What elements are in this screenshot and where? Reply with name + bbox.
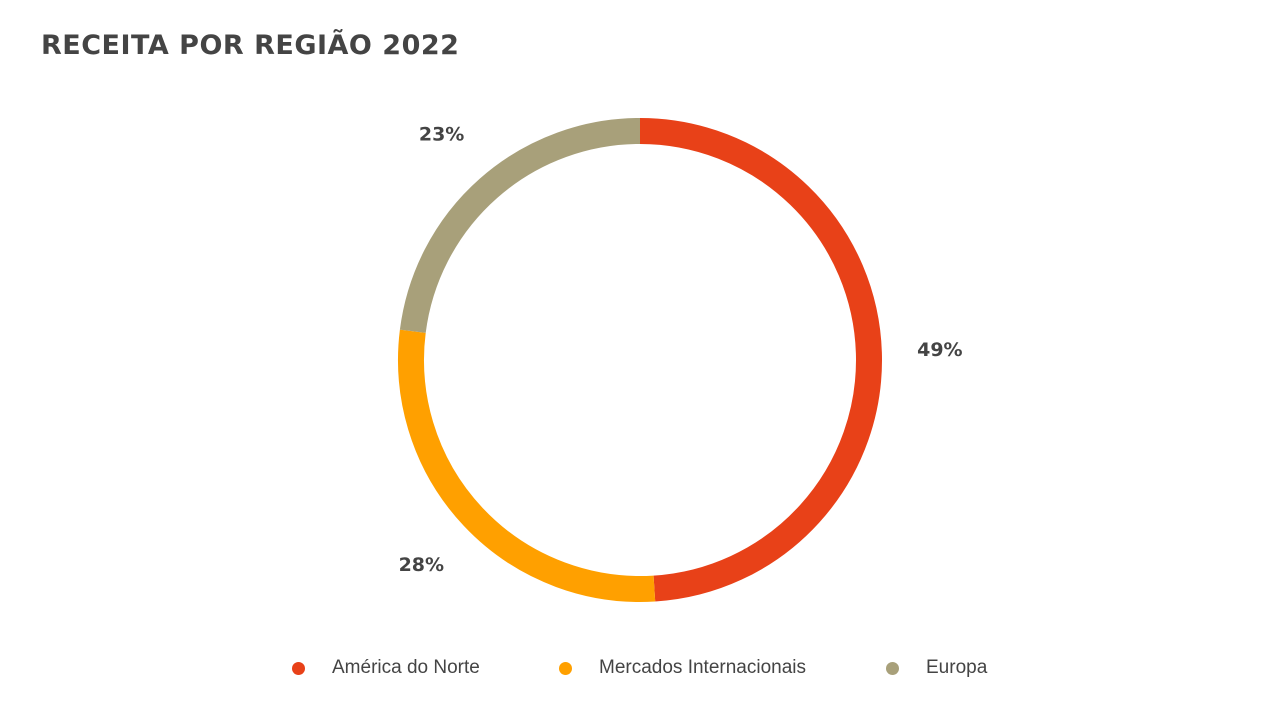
legend: América do Norte Mercados Internacionais… — [0, 654, 1280, 682]
legend-label-america-do-norte: América do Norte — [332, 657, 480, 678]
chart-title: RECEITA POR REGIÃO 2022 — [41, 30, 460, 61]
legend-swatch-mercados-internacionais — [559, 661, 572, 675]
donut-slice-america-do-norte[interactable] — [639, 118, 882, 602]
legend-label-europa: Europa — [926, 657, 988, 678]
legend-item-america-do-norte[interactable]: América do Norte — [292, 654, 480, 682]
legend-item-mercados-internacionais[interactable]: Mercados Internacionais — [559, 654, 806, 682]
legend-swatch-america-do-norte — [292, 661, 305, 675]
legend-item-europa[interactable]: Europa — [886, 654, 987, 682]
donut-slice-europa[interactable] — [399, 118, 641, 333]
legend-swatch-europa — [886, 661, 899, 675]
data-label-europa: 23% — [419, 123, 464, 145]
donut-slice-mercados-internacionais[interactable] — [398, 329, 656, 602]
data-label-mercados-internacionais: 28% — [399, 554, 444, 576]
data-label-america-do-norte: 49% — [917, 339, 962, 361]
legend-label-mercados-internacionais: Mercados Internacionais — [599, 657, 806, 678]
donut-chart: 49% 28% 23% — [398, 118, 963, 602]
